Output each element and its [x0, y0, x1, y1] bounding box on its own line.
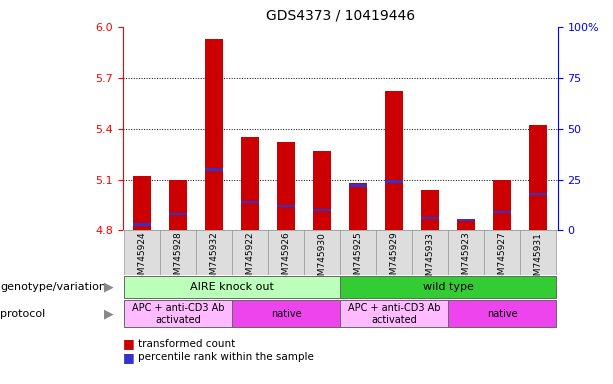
Title: GDS4373 / 10419446: GDS4373 / 10419446 — [265, 9, 415, 23]
Bar — [205, 168, 223, 170]
Bar — [242, 201, 259, 203]
Bar — [493, 180, 511, 230]
Text: GSM745929: GSM745929 — [390, 232, 398, 286]
Bar — [340, 230, 376, 275]
Bar — [421, 190, 439, 230]
Bar — [412, 230, 448, 275]
Bar — [124, 276, 340, 298]
Bar — [529, 125, 547, 230]
Bar — [134, 223, 151, 225]
Bar — [232, 230, 268, 275]
Bar — [268, 230, 304, 275]
Bar — [520, 230, 556, 275]
Bar — [349, 183, 367, 230]
Text: GSM745924: GSM745924 — [138, 232, 147, 286]
Text: GSM745927: GSM745927 — [498, 232, 506, 286]
Text: ▶: ▶ — [104, 308, 113, 320]
Text: GSM745932: GSM745932 — [210, 232, 219, 286]
Text: APC + anti-CD3 Ab
activated: APC + anti-CD3 Ab activated — [348, 303, 440, 325]
Bar — [484, 230, 520, 275]
Bar — [421, 217, 439, 219]
Bar — [124, 230, 161, 275]
Text: AIRE knock out: AIRE knock out — [191, 282, 274, 292]
Text: ▶: ▶ — [104, 281, 113, 293]
Bar — [134, 176, 151, 230]
Bar — [385, 91, 403, 230]
Text: protocol: protocol — [0, 309, 45, 319]
Text: APC + anti-CD3 Ab
activated: APC + anti-CD3 Ab activated — [132, 303, 224, 325]
Bar — [277, 205, 295, 207]
Bar — [340, 276, 556, 298]
Bar — [242, 137, 259, 230]
Text: ■: ■ — [123, 351, 134, 364]
Text: genotype/variation: genotype/variation — [0, 282, 106, 292]
Text: wild type: wild type — [423, 282, 474, 292]
Text: GSM745930: GSM745930 — [318, 232, 327, 286]
Bar — [493, 211, 511, 213]
Text: percentile rank within the sample: percentile rank within the sample — [138, 352, 314, 362]
Bar — [457, 218, 475, 230]
Bar — [349, 184, 367, 187]
Bar — [529, 192, 547, 195]
Text: GSM745928: GSM745928 — [174, 232, 183, 286]
Bar — [205, 39, 223, 230]
Bar — [169, 180, 188, 230]
Text: GSM745933: GSM745933 — [425, 232, 435, 286]
Bar — [448, 230, 484, 275]
Bar — [457, 219, 475, 222]
Bar — [196, 230, 232, 275]
Text: GSM745931: GSM745931 — [533, 232, 543, 286]
Bar — [169, 213, 188, 215]
Bar — [376, 230, 412, 275]
Bar — [340, 300, 448, 328]
Text: transformed count: transformed count — [138, 339, 235, 349]
Bar — [385, 180, 403, 183]
Text: ■: ■ — [123, 337, 134, 350]
Bar — [448, 300, 556, 328]
Bar — [313, 151, 331, 230]
Bar — [124, 300, 232, 328]
Text: GSM745922: GSM745922 — [246, 232, 255, 286]
Text: native: native — [271, 309, 302, 319]
Text: native: native — [487, 309, 517, 319]
Bar — [313, 209, 331, 211]
Text: GSM745926: GSM745926 — [282, 232, 291, 286]
Text: GSM745925: GSM745925 — [354, 232, 363, 286]
Bar — [161, 230, 196, 275]
Bar — [277, 142, 295, 230]
Text: GSM745923: GSM745923 — [462, 232, 471, 286]
Bar — [232, 300, 340, 328]
Bar — [304, 230, 340, 275]
